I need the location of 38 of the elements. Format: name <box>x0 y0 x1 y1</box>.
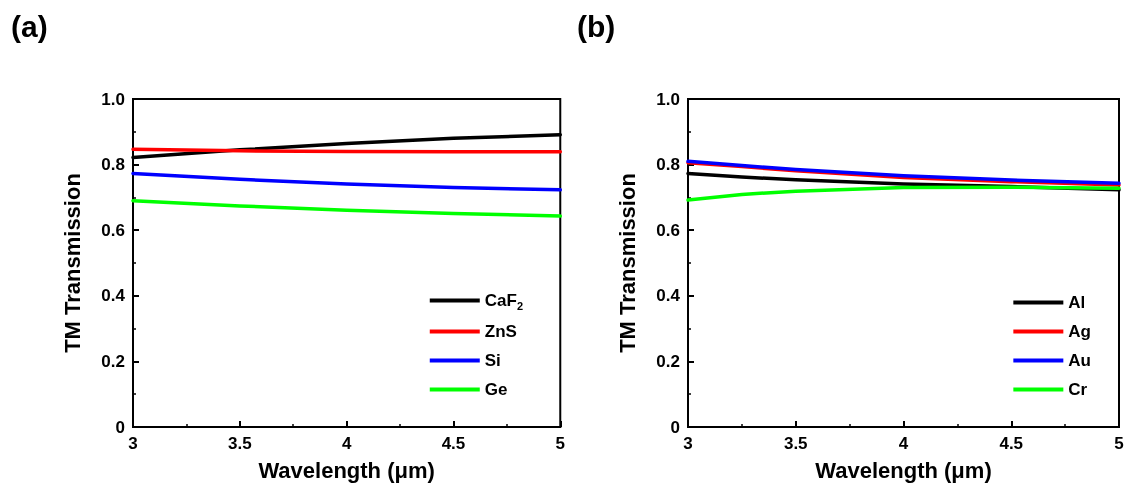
x-tick-label: 4.5 <box>999 434 1024 453</box>
y-tick-label: 0.4 <box>656 286 681 306</box>
x-tick-label: 5 <box>555 434 566 453</box>
legend-label: Si <box>484 351 501 370</box>
line-series <box>686 185 1121 202</box>
x-tick-label: 3 <box>683 434 693 453</box>
y-tick-label: 1.0 <box>656 89 680 109</box>
y-tick-label: 0.8 <box>656 155 680 175</box>
chart-title: (a) <box>11 9 48 43</box>
legend-label: Ge <box>484 380 508 399</box>
x-tick-label: 3.5 <box>783 434 808 453</box>
y-tick-label: 0 <box>115 417 125 437</box>
y-tick-label: 0.8 <box>101 155 125 175</box>
x-tick-label: 4.5 <box>441 434 466 453</box>
x-tick-label: 3 <box>128 434 138 453</box>
line-series <box>131 171 563 192</box>
legend-label: Cr <box>1068 380 1088 399</box>
y-tick-label: 0.4 <box>101 286 126 306</box>
y-tick-label: 0 <box>670 417 680 437</box>
y-tick-label: 0.6 <box>656 220 680 240</box>
x-tick-label: 4 <box>898 434 909 453</box>
x-tick-label: 4 <box>341 434 352 453</box>
y-tick-label: 0.2 <box>101 351 125 371</box>
x-axis-title: Wavelength (μm) <box>258 457 435 483</box>
legend-label: ZnS <box>484 322 517 341</box>
legend-label: Ag <box>1068 322 1092 341</box>
x-tick-label: 5 <box>1114 434 1124 453</box>
legend-label: Au <box>1068 351 1092 370</box>
y-tick-label: 1.0 <box>101 89 125 109</box>
y-axis-title: TM Transmission <box>614 173 640 353</box>
y-tick-label: 0.2 <box>656 351 680 371</box>
line-series <box>131 198 563 218</box>
legend-label: Al <box>1068 293 1086 312</box>
x-tick-label: 3.5 <box>228 434 252 453</box>
x-axis-title: Wavelength (μm) <box>815 457 992 483</box>
chart-title: (b) <box>577 9 616 43</box>
y-axis-title: TM Transmission <box>59 173 85 353</box>
y-tick-label: 0.6 <box>101 220 125 240</box>
